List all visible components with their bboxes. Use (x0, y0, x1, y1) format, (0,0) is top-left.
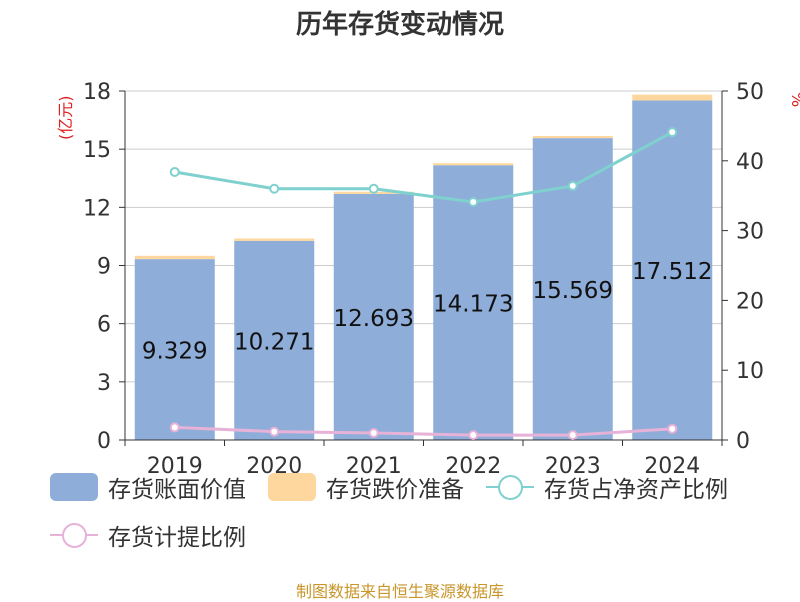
net-asset-ratio-point (169, 166, 180, 177)
legend-swatch-reserve (268, 473, 316, 501)
right-tick-label: 0 (736, 429, 750, 454)
bar-data-label: 17.512 (632, 259, 712, 285)
bar-data-label: 15.569 (533, 278, 613, 304)
legend-swatch-book-value (50, 473, 98, 501)
data-source-note: 制图数据来自恒生聚源数据库 (295, 582, 504, 601)
net-asset-ratio-point (269, 183, 280, 194)
left-tick-label: 18 (83, 80, 111, 105)
provision-ratio-point (468, 430, 479, 441)
left-tick-label: 0 (97, 429, 111, 454)
provision-ratio-point (169, 422, 180, 433)
bar-reserve (433, 163, 514, 166)
bar-reserve (134, 255, 215, 260)
right-tick-label: 40 (736, 150, 764, 175)
bar-book-value (433, 165, 514, 440)
legend-row-1: 存货账面价值 存货跌价准备 存货占净资产比例 (50, 470, 790, 504)
provision-ratio-point (269, 426, 280, 437)
legend-item-provision-ratio[interactable]: 存货计提比例 (50, 518, 246, 552)
net-asset-ratio-point (567, 180, 578, 191)
right-tick-label: 50 (736, 80, 764, 105)
right-axis-unit: % (788, 92, 800, 107)
legend-label-book-value: 存货账面价值 (108, 477, 246, 503)
bar-book-value (632, 100, 713, 440)
x-tick-label: 2024 (644, 454, 700, 479)
left-tick-label: 9 (97, 255, 111, 280)
bar-data-label: 12.693 (334, 306, 414, 332)
bar-reserve (632, 94, 713, 101)
right-tick-label: 20 (736, 289, 764, 314)
left-tick-label: 3 (97, 371, 111, 396)
left-tick-label: 12 (83, 196, 111, 221)
left-tick-label: 6 (97, 313, 111, 338)
chart-title: 历年存货变动情况 (295, 10, 504, 40)
bar-reserve (234, 238, 315, 241)
net-asset-ratio-point (468, 196, 479, 207)
right-tick-label: 10 (736, 359, 764, 384)
net-asset-ratio-point (667, 127, 678, 138)
bar-book-value (134, 259, 215, 440)
x-tick-label: 2019 (147, 454, 203, 479)
x-tick-label: 2022 (445, 454, 501, 479)
x-tick-label: 2023 (545, 454, 601, 479)
provision-ratio-point (567, 430, 578, 441)
legend-line-net-asset-ratio (486, 473, 534, 501)
x-tick-label: 2021 (346, 454, 402, 479)
provision-ratio-line (174, 425, 673, 437)
net-asset-ratio-point (368, 183, 379, 194)
legend: 存货账面价值 存货跌价准备 存货占净资产比例 存货计提比例 (50, 470, 790, 566)
legend-item-net-asset-ratio[interactable]: 存货占净资产比例 (486, 470, 728, 504)
bar-data-label: 10.271 (234, 329, 314, 355)
bar-book-value (333, 193, 414, 440)
legend-label-net-asset-ratio: 存货占净资产比例 (544, 477, 728, 503)
bar-data-label: 9.329 (142, 339, 208, 365)
provision-ratio-point (667, 423, 678, 434)
legend-item-book-value[interactable]: 存货账面价值 (50, 470, 246, 504)
legend-row-2: 存货计提比例 (50, 518, 790, 552)
legend-item-reserve[interactable]: 存货跌价准备 (268, 470, 464, 504)
net-asset-ratio-line (174, 130, 673, 204)
bar-reserve (532, 136, 613, 139)
legend-label-provision-ratio: 存货计提比例 (108, 525, 246, 551)
legend-line-provision-ratio (50, 521, 98, 549)
bar-data-label: 14.173 (433, 292, 513, 318)
bar-book-value (234, 240, 315, 440)
legend-label-reserve: 存货跌价准备 (326, 477, 464, 503)
provision-ratio-point (368, 428, 379, 439)
right-tick-label: 30 (736, 220, 764, 245)
left-tick-label: 15 (83, 138, 111, 163)
